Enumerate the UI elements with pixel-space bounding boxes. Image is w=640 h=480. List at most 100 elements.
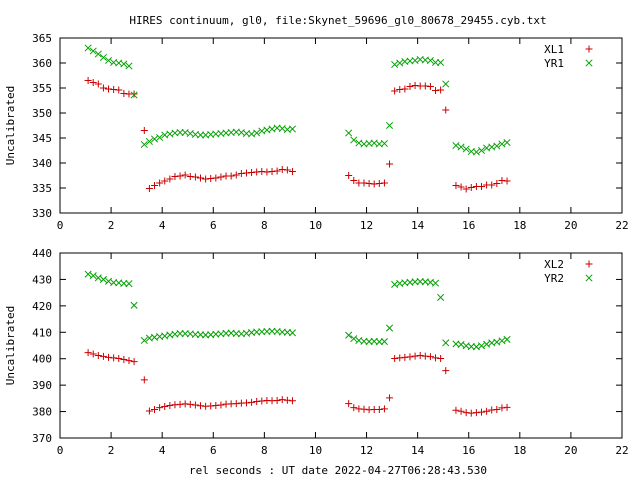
y-tick-label: 340	[32, 157, 52, 170]
point-yr1	[104, 56, 113, 65]
legend-label-xl2: XL2	[544, 258, 564, 271]
point-xl2	[242, 399, 250, 407]
point-yr1	[462, 145, 470, 153]
point-xl2	[181, 400, 189, 408]
chart-title: HIRES continuum, gl0, file:Skynet_59696_…	[129, 14, 546, 27]
x-tick-label: 10	[309, 444, 322, 457]
point-xl2	[186, 400, 194, 408]
point-xl2	[232, 400, 240, 408]
point-xl2	[457, 407, 465, 415]
x-tick-label: 16	[462, 219, 475, 232]
point-yr2	[89, 272, 97, 280]
y-tick-label: 335	[32, 182, 52, 195]
point-yr1	[89, 47, 97, 55]
point-yr1	[457, 143, 465, 151]
point-xl2	[140, 376, 148, 384]
point-xl2	[156, 404, 164, 412]
point-xl1	[151, 182, 159, 189]
legend-marker-yr1	[585, 59, 593, 67]
point-xl1	[401, 85, 409, 93]
point-xl2	[176, 400, 184, 408]
point-yr2	[350, 335, 358, 343]
point-xl1	[386, 160, 394, 168]
point-xl2	[110, 354, 118, 362]
point-xl2	[442, 367, 450, 375]
x-tick-label: 20	[564, 219, 577, 232]
point-xl1	[380, 179, 388, 187]
legend-marker-xl2	[585, 260, 593, 268]
point-xl2	[478, 408, 485, 416]
point-yr2	[483, 340, 491, 348]
x-tick-label: 12	[360, 219, 373, 232]
x-tick-label: 8	[261, 444, 268, 457]
point-xl2	[380, 405, 388, 413]
point-xl2	[212, 401, 220, 409]
point-yr1	[130, 91, 138, 99]
point-xl1	[217, 173, 225, 181]
point-xl2	[345, 400, 353, 408]
panel-bottom: 370 380 390 400 410 420 430 440 0 2 4 6 8 10 12 14 16 18 2…	[32, 247, 629, 457]
point-yr1	[125, 62, 133, 70]
point-xl2	[151, 405, 159, 413]
point-yr2	[84, 270, 92, 278]
point-yr2	[130, 301, 138, 309]
point-xl2	[166, 401, 174, 409]
point-xl1	[462, 185, 470, 193]
x-tick-label: 0	[57, 444, 64, 457]
x-tick-label: 22	[615, 219, 628, 232]
point-xl2	[283, 396, 291, 404]
point-yr2	[94, 274, 102, 282]
point-yr1	[493, 142, 501, 150]
point-xl2	[411, 352, 419, 360]
y-tick-label: 370	[32, 432, 52, 445]
point-xl2	[386, 394, 394, 402]
point-xl2	[125, 357, 133, 365]
point-yr2	[477, 342, 486, 350]
point-xl2	[432, 354, 440, 362]
point-xl1	[161, 177, 169, 185]
point-xl1	[130, 90, 138, 98]
panel-top: 330 335 340 345 350 355 360 365 0 2 4 6 8 10 12 14 16 18 2…	[32, 32, 629, 232]
plot-frame-bottom	[59, 252, 623, 439]
legend-marker-xl1	[585, 45, 593, 53]
y-tick-label: 350	[32, 107, 52, 120]
point-xl2	[161, 403, 169, 411]
point-xl2	[488, 406, 496, 414]
point-yr1	[426, 56, 434, 65]
point-yr2	[493, 338, 501, 346]
point-xl2	[416, 352, 424, 360]
point-xl1	[442, 106, 450, 114]
x-tick-label: 18	[513, 444, 526, 457]
y-tick-label: 355	[32, 82, 52, 95]
point-xl1	[145, 185, 153, 192]
x-tick-label: 20	[564, 444, 577, 457]
point-xl1	[166, 175, 174, 183]
point-xl1	[227, 172, 235, 180]
point-yr1	[84, 44, 92, 52]
point-xl2	[493, 405, 501, 413]
point-yr2	[99, 275, 107, 283]
point-xl2	[396, 354, 404, 362]
plot-frame-top	[59, 37, 623, 214]
point-yr2	[437, 293, 445, 301]
point-xl2	[401, 353, 409, 361]
point-xl2	[462, 409, 470, 417]
x-tick-label: 2	[108, 444, 115, 457]
point-xl1	[488, 181, 496, 189]
y-tick-label: 440	[32, 247, 52, 260]
point-xl1	[503, 177, 511, 185]
point-xl1	[176, 172, 184, 180]
point-xl1	[89, 79, 97, 86]
point-yr2	[442, 339, 450, 347]
point-xl2	[130, 358, 138, 366]
point-yr2	[457, 340, 465, 348]
point-xl2	[120, 356, 128, 364]
point-yr2	[140, 336, 148, 345]
point-xl2	[258, 397, 266, 405]
point-xl1	[457, 183, 465, 191]
point-yr2	[125, 280, 133, 288]
ylabel-bottom: Uncalibrated	[4, 306, 17, 385]
point-xl2	[278, 396, 286, 404]
y-tick-label: 430	[32, 273, 52, 286]
x-tick-label: 2	[108, 219, 115, 232]
